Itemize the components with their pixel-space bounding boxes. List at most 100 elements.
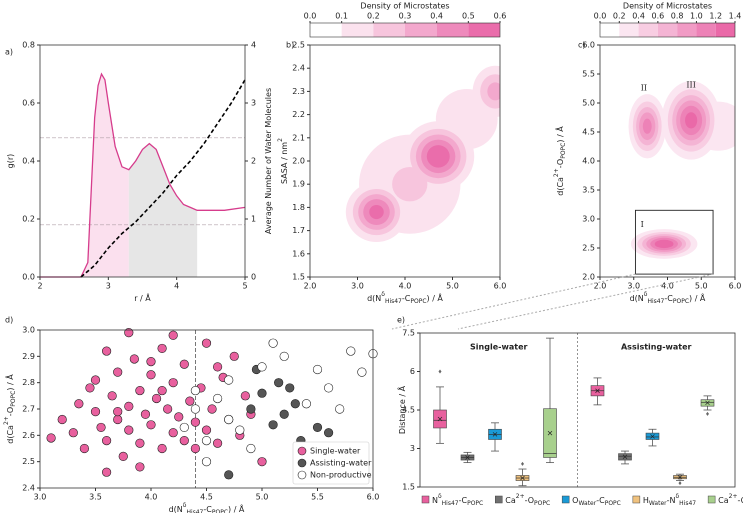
x-tick-label: 4.0 [145,493,158,502]
axes-frame [39,44,246,278]
y-tick-label: 0.4 [22,157,35,166]
axes-frame [309,44,501,278]
shaded-region [128,143,198,277]
scatter-point [140,409,151,419]
text-part: His47 [442,500,459,507]
text-part: Average Number of Water Molecules [264,88,273,234]
text-part: ) / Å [228,503,245,513]
scatter-point [207,404,217,414]
scatter-point [135,462,145,472]
colorbar-tick-label: 0.8 [671,12,684,21]
text-part: POPC [673,298,689,305]
x-tick-label: 5.0 [256,493,269,502]
colorbar-segment [468,23,500,37]
y-tick-label: 2.5 [582,244,595,253]
colorbar-segment [657,23,678,37]
legend-marker [297,470,307,480]
text-part: Water [578,500,596,507]
y-axis-label: d(Ca2+-OPOPC) / Å [3,374,17,444]
scatter-point [179,436,189,446]
text-part: δ [644,291,648,298]
x-axis-label: r / Å [134,292,151,303]
y-axis-label: Distance / Å [396,385,407,434]
scatter-point [157,443,167,454]
text-part: H [643,496,649,505]
y-tick-label: 1.8 [292,203,305,212]
scatter-point [274,378,284,388]
text-part: POPC [410,298,426,305]
text-part: g(r) [6,154,15,169]
y-tick-label: 4.5 [402,406,415,415]
scatter-point [135,438,145,448]
y-tick-label: 3 [410,444,415,453]
text-part: POPC [560,143,567,159]
colorbar-title: Density of Microstates [623,2,712,11]
scatter-point [190,443,200,454]
density-contour [654,239,674,249]
text-part: δ [676,493,680,500]
colorbar-tick-label: 0.0 [594,12,607,21]
text-part: -C [596,496,605,505]
scatter-point [213,438,223,448]
data-line [80,79,246,278]
legend-swatch [421,495,430,504]
text-part: ) / Å [554,126,565,143]
scatter-point [235,425,245,435]
text-part: d(Ca [6,425,15,444]
axes-frame [39,329,374,489]
text-part: POPC [605,500,621,507]
region-label: II [641,84,647,93]
outlier [678,481,682,486]
y-axis-label: SASA / nm2 [277,138,289,184]
y2-tick-label: 2 [251,157,256,166]
density-contour [426,145,450,168]
text-part: Distance / Å [396,385,407,434]
legend-label: Single-water [310,447,361,456]
scatter-point [113,407,123,417]
y-tick-label: 2.4 [292,64,305,73]
scatter-point [174,412,184,422]
y-tick-label: 2.5 [292,41,305,50]
x-tick-label: 4.0 [399,282,412,291]
legend-label: Ca2+-OPOPC [505,493,550,507]
y2-tick-label: 4 [251,41,256,50]
text-part: N [432,496,438,505]
text-part: d(N [630,294,644,303]
text-part: POPC [467,500,483,507]
text-part: ) / Å [427,292,444,303]
colorbar-segment [677,23,697,37]
text-part: ) / Å [4,374,15,391]
scatter-point [201,338,212,348]
y-tick-label: 2.4 [22,484,35,493]
panel-label: b) [286,41,294,50]
scatter-point [290,399,300,409]
legend-box [292,441,370,485]
y-tick-label: 1.6 [292,249,305,258]
colorbar-tick-label: 1.2 [709,12,722,21]
y-tick-label: 6 [410,367,415,376]
scatter-point [101,467,112,477]
scatter-point [224,414,234,425]
scatter-point [229,351,239,361]
y-tick-label: 4.5 [582,128,595,137]
scatter-point [246,404,256,414]
text-part: 2+ [516,493,525,500]
colorbar-title: Density of Microstates [360,2,449,11]
scatter-point [324,428,334,438]
scatter-point [190,385,200,396]
text-part: Ca [505,496,516,505]
scatter-point [107,391,117,401]
text-part: -C [402,294,411,303]
x-axis-label: d(NδHis47-CPOPC) / Å [630,291,706,305]
y-tick-label: 1.5 [292,273,305,282]
axes-frame [419,332,736,488]
scatter-point [118,451,128,462]
x-tick-label: 3 [106,282,111,291]
scatter-point [312,364,323,375]
colorbar-segment [619,23,639,37]
x-tick-label: 2 [37,282,42,291]
x-tick-label: 3.0 [34,493,47,502]
scatter-point [257,457,267,467]
mean-marker [650,434,655,439]
density-contour [487,82,500,101]
